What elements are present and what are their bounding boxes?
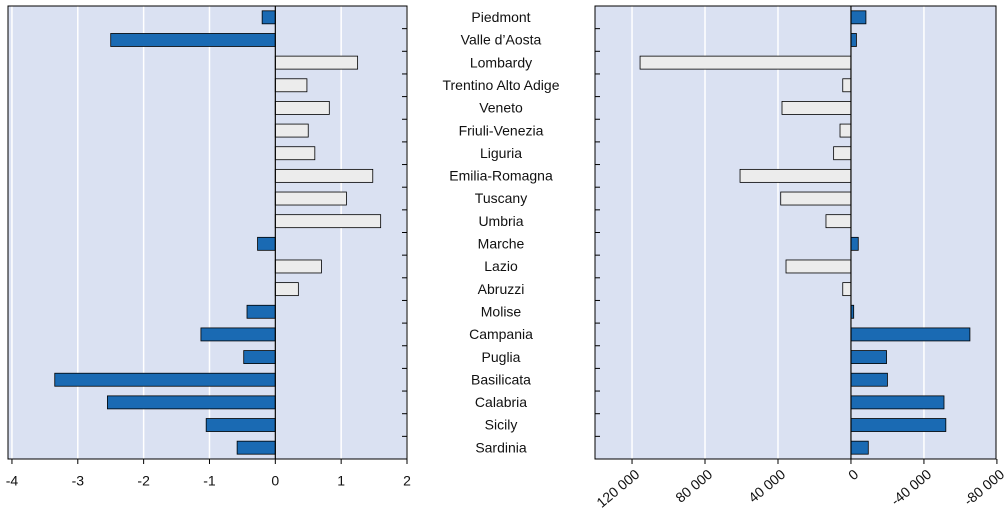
category-label: Calabria bbox=[475, 394, 527, 410]
category-label: Lazio bbox=[484, 258, 518, 274]
bar bbox=[850, 372, 888, 387]
bar bbox=[850, 10, 867, 25]
bar bbox=[274, 55, 359, 70]
category-label: Basilicata bbox=[471, 371, 531, 387]
bar bbox=[850, 33, 857, 47]
bar bbox=[261, 10, 276, 25]
bar bbox=[274, 101, 330, 115]
category-label: Sicily bbox=[485, 417, 518, 433]
category-label: Veneto bbox=[479, 100, 523, 116]
x-tick-label: -1 bbox=[203, 473, 216, 489]
x-tick-label: 0 bbox=[845, 466, 861, 483]
bar bbox=[274, 259, 322, 274]
bar bbox=[107, 395, 276, 410]
bar bbox=[850, 440, 869, 455]
plot-frame bbox=[7, 5, 408, 460]
bar bbox=[833, 146, 852, 161]
bar bbox=[781, 101, 852, 115]
plot-frame bbox=[594, 5, 997, 460]
bar bbox=[850, 236, 859, 251]
bar bbox=[200, 327, 276, 342]
bar bbox=[274, 214, 382, 229]
bar bbox=[639, 55, 852, 70]
bar bbox=[274, 146, 316, 161]
bar bbox=[850, 327, 971, 342]
bar bbox=[274, 123, 309, 138]
bar bbox=[274, 168, 374, 183]
category-label: Umbria bbox=[478, 213, 523, 229]
category-label: Valle d’Aosta bbox=[461, 32, 542, 48]
x-tick-label: -2 bbox=[137, 473, 150, 489]
bar bbox=[205, 418, 276, 432]
x-tick-label: 80 000 bbox=[672, 466, 715, 506]
category-label: Piedmont bbox=[471, 9, 530, 25]
plot-background bbox=[595, 6, 996, 459]
category-label: Marche bbox=[478, 236, 525, 252]
plot-background bbox=[8, 6, 407, 459]
bar bbox=[825, 214, 852, 229]
x-tick-label: 40 000 bbox=[745, 466, 788, 506]
category-label: Lombardy bbox=[470, 54, 532, 70]
bar bbox=[246, 304, 276, 319]
x-tick-label: -40 000 bbox=[888, 466, 935, 509]
bar bbox=[839, 123, 852, 138]
bar bbox=[850, 395, 945, 410]
category-label: Emilia-Romagna bbox=[449, 168, 553, 184]
category-label: Trentino Alto Adige bbox=[442, 77, 559, 93]
category-label: Friuli-Venezia bbox=[459, 122, 544, 138]
bar bbox=[257, 236, 276, 251]
x-tick-label: -4 bbox=[6, 473, 19, 489]
bar bbox=[274, 78, 308, 93]
bar bbox=[236, 440, 276, 455]
x-tick-label: 120 000 bbox=[593, 466, 642, 511]
category-label: Liguria bbox=[480, 145, 522, 161]
x-tick-label: 2 bbox=[403, 473, 411, 489]
bar bbox=[54, 372, 276, 387]
category-label: Puglia bbox=[482, 349, 521, 365]
bar bbox=[274, 282, 299, 297]
bar bbox=[243, 350, 276, 364]
bar bbox=[785, 259, 852, 274]
bar bbox=[110, 33, 276, 47]
bar bbox=[842, 282, 852, 297]
x-tick-label: -3 bbox=[72, 473, 85, 489]
category-label: Campania bbox=[469, 326, 533, 342]
category-label: Molise bbox=[481, 303, 522, 319]
bar bbox=[842, 78, 852, 93]
bar bbox=[274, 191, 347, 206]
bar bbox=[739, 168, 852, 183]
bar bbox=[780, 191, 852, 206]
category-label: Tuscany bbox=[475, 190, 527, 206]
category-label: Sardinia bbox=[475, 439, 527, 455]
bar bbox=[850, 350, 887, 364]
bar bbox=[850, 418, 947, 432]
category-label: Abruzzi bbox=[478, 281, 525, 297]
x-tick-label: 0 bbox=[271, 473, 279, 489]
x-tick-label: 1 bbox=[337, 473, 345, 489]
x-tick-label: -80 000 bbox=[961, 466, 1004, 509]
